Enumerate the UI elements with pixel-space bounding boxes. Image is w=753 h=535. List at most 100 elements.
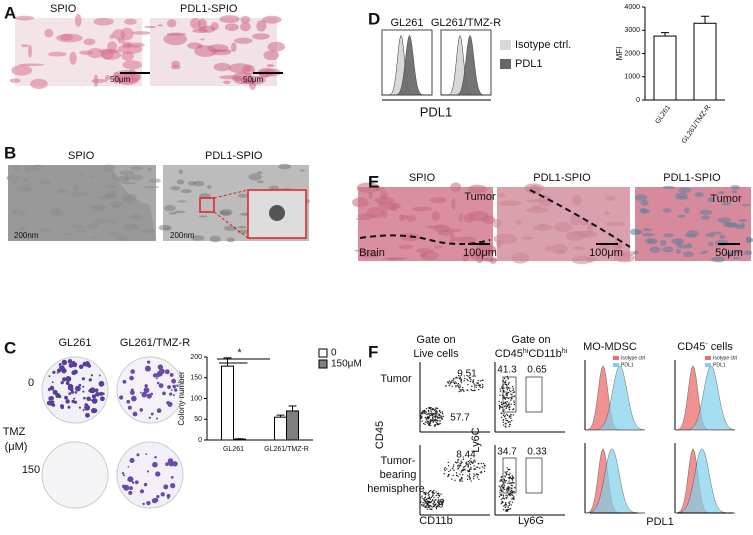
event [504, 382, 505, 383]
event [420, 418, 421, 419]
event [458, 467, 459, 468]
x-tick-label: GL261 [654, 104, 672, 125]
event [436, 416, 437, 417]
texture [738, 219, 747, 222]
event [461, 470, 462, 471]
colony [169, 461, 174, 466]
event [499, 492, 500, 493]
gate-value: 0.33 [527, 447, 547, 458]
event [467, 380, 468, 381]
event [433, 490, 434, 491]
gate-value: 33.9 [424, 500, 444, 511]
event [459, 384, 460, 385]
event [459, 388, 460, 389]
event [480, 380, 481, 381]
colony [159, 383, 164, 388]
colony [169, 392, 172, 395]
event [512, 396, 513, 397]
colony [65, 399, 69, 403]
texture [240, 22, 251, 31]
event [434, 420, 435, 421]
colony [132, 481, 135, 484]
texture [677, 215, 685, 218]
event [456, 382, 457, 383]
event [498, 485, 499, 486]
colony [83, 409, 85, 411]
event [511, 485, 512, 486]
event [501, 402, 502, 403]
colony [57, 369, 61, 373]
y-tick-label: 2000 [624, 50, 640, 57]
colony [166, 401, 169, 404]
event [509, 397, 510, 398]
event [513, 392, 514, 393]
event [473, 473, 474, 474]
event [506, 474, 507, 475]
event [434, 413, 435, 414]
texture [267, 64, 275, 67]
texture [493, 219, 502, 228]
event [468, 461, 469, 462]
event [424, 413, 425, 414]
colony [95, 392, 100, 397]
event [467, 384, 468, 385]
event [440, 415, 441, 416]
row-axis: (μM) [5, 441, 28, 453]
texture [726, 223, 739, 228]
event [503, 409, 504, 410]
colony [91, 408, 96, 413]
event [441, 411, 442, 412]
event [500, 488, 501, 489]
texture [144, 26, 156, 28]
event [461, 481, 462, 482]
gate [526, 458, 542, 493]
event [436, 411, 437, 412]
event [513, 482, 514, 483]
event [505, 502, 506, 503]
event [502, 498, 503, 499]
event [434, 493, 435, 494]
event [469, 462, 470, 463]
event [437, 420, 438, 421]
colony [55, 393, 60, 398]
event [447, 476, 448, 477]
event [501, 491, 502, 492]
event [432, 493, 433, 494]
event [508, 392, 509, 393]
event [470, 480, 471, 481]
event [437, 497, 438, 498]
event [441, 419, 442, 420]
event [478, 389, 479, 390]
event [448, 465, 449, 466]
event [433, 409, 434, 410]
colony [83, 397, 86, 400]
event [432, 491, 433, 492]
image-title: SPIO [409, 172, 436, 184]
event [505, 397, 506, 398]
legend-swatch [705, 356, 711, 360]
event [433, 413, 434, 414]
event [501, 476, 502, 477]
texture [571, 231, 591, 237]
event [506, 480, 507, 481]
event [429, 415, 430, 416]
colony [86, 397, 91, 402]
texture [526, 208, 549, 213]
legend-label: 0 [331, 348, 337, 359]
event [504, 489, 505, 490]
event [507, 491, 508, 492]
event [504, 405, 505, 406]
texture [700, 210, 712, 215]
event [514, 404, 515, 405]
texture [420, 251, 439, 260]
colony [61, 381, 64, 384]
panel-label: B [4, 143, 16, 162]
texture [645, 238, 652, 243]
legend-swatch [500, 40, 511, 50]
event [444, 470, 445, 471]
event [467, 475, 468, 476]
colony [59, 364, 61, 366]
panel-label: A [4, 3, 16, 22]
